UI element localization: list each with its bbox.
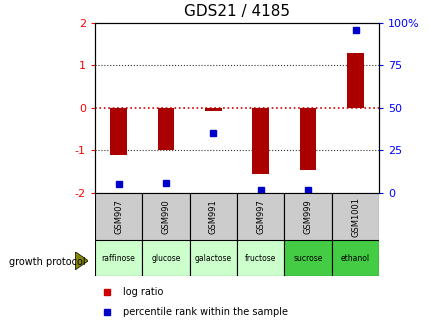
Text: GSM907: GSM907 <box>114 199 123 234</box>
Bar <box>95 240 142 276</box>
Text: GSM1001: GSM1001 <box>350 197 359 237</box>
Text: GSM991: GSM991 <box>209 199 217 234</box>
Title: GDS21 / 4185: GDS21 / 4185 <box>184 4 289 19</box>
Bar <box>347 53 363 108</box>
Bar <box>157 108 174 150</box>
Bar <box>142 193 189 240</box>
Text: percentile rank within the sample: percentile rank within the sample <box>123 307 287 317</box>
Bar <box>331 240 378 276</box>
Text: GSM999: GSM999 <box>303 199 312 234</box>
Text: log ratio: log ratio <box>123 287 163 297</box>
Polygon shape <box>75 252 88 270</box>
Text: glucose: glucose <box>151 254 180 263</box>
Text: fructose: fructose <box>245 254 276 263</box>
Text: sucrose: sucrose <box>293 254 322 263</box>
Text: growth protocol: growth protocol <box>9 257 85 267</box>
Text: GSM990: GSM990 <box>161 199 170 234</box>
Text: galactose: galactose <box>194 254 231 263</box>
Bar <box>252 108 268 174</box>
Text: ethanol: ethanol <box>340 254 369 263</box>
Bar <box>189 193 236 240</box>
Bar <box>110 108 126 155</box>
Text: GSM997: GSM997 <box>256 199 264 234</box>
Bar <box>142 240 189 276</box>
Bar <box>189 240 236 276</box>
Text: raffinose: raffinose <box>101 254 135 263</box>
Bar <box>299 108 316 170</box>
Bar <box>95 193 142 240</box>
Bar <box>237 240 284 276</box>
Bar <box>205 108 221 111</box>
Bar <box>237 193 284 240</box>
Bar <box>284 240 331 276</box>
Bar <box>284 193 331 240</box>
Bar <box>331 193 378 240</box>
